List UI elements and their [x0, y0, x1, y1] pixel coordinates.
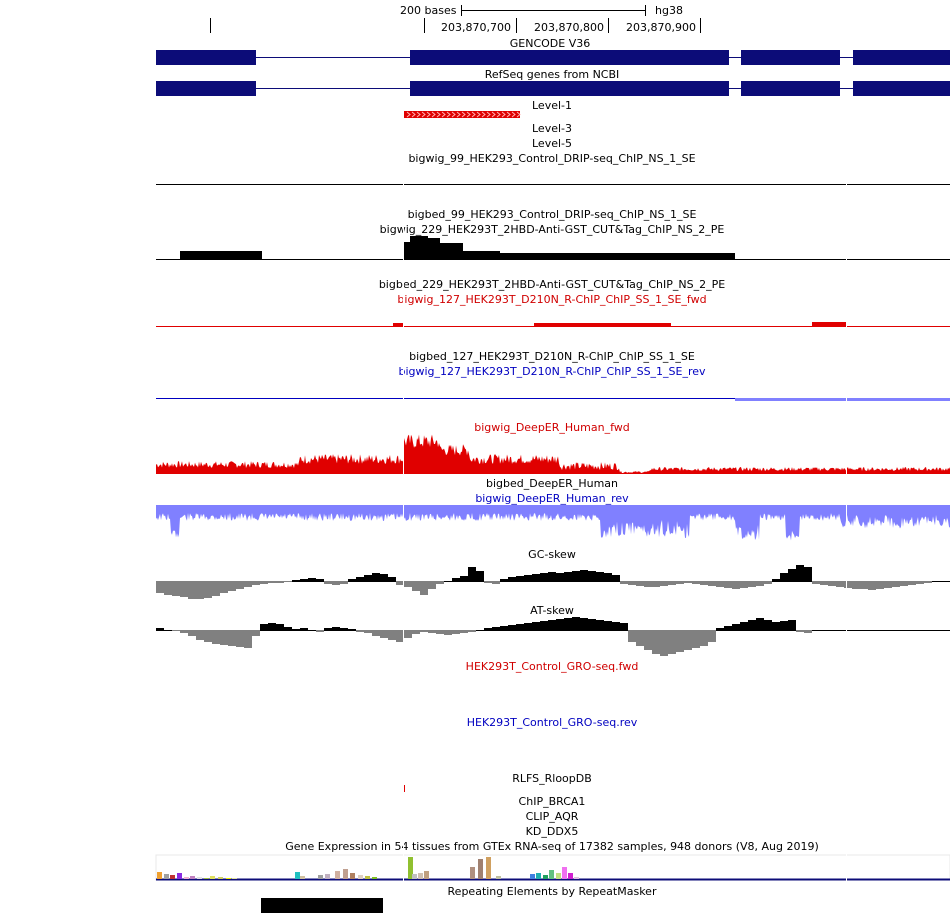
- at-skew-signal[interactable]: [156, 617, 950, 656]
- track-label-bigbed229[interactable]: bigbed_229_HEK293T_2HBD-Anti-GST_CUT&Tag…: [378, 278, 726, 291]
- track-label-repeatmasker[interactable]: Repeating Elements by RepeatMasker: [447, 885, 657, 898]
- ruler-position-1: 203,870,700: [441, 21, 511, 34]
- track-label-bigwig127-rev[interactable]: bigwig_127_HEK293T_D210N_R-ChIP_ChIP_SS_…: [398, 365, 706, 378]
- track-label-deeper-fwd[interactable]: bigwig_DeepER_Human_fwd: [474, 421, 630, 434]
- level1-feature[interactable]: [404, 111, 521, 118]
- track-label-atskew[interactable]: AT-skew: [530, 604, 574, 617]
- track-label-bigwig127-fwd[interactable]: bigwig_127_HEK293T_D210N_R-ChIP_ChIP_SS_…: [397, 293, 707, 306]
- ruler-position-3: 203,870,900: [626, 21, 696, 34]
- track-label-clip-aqr[interactable]: CLIP_AQR: [525, 810, 579, 823]
- track-label-chip-brca1[interactable]: ChIP_BRCA1: [518, 795, 586, 808]
- track-label-bigwig99[interactable]: bigwig_99_HEK293_Control_DRIP-seq_ChIP_N…: [408, 152, 696, 165]
- deeper-fwd-signal[interactable]: [156, 434, 950, 474]
- track-label-gro-fwd[interactable]: HEK293T_Control_GRO-seq.fwd: [465, 660, 639, 673]
- track-label-bigbed99[interactable]: bigbed_99_HEK293_Control_DRIP-seq_ChIP_N…: [407, 208, 697, 221]
- track-label-gencode[interactable]: GENCODE V36: [509, 37, 591, 50]
- exon-boundary-lines: [403, 160, 847, 885]
- assembly-label: hg38: [655, 4, 683, 17]
- track-label-deeper-bed[interactable]: bigbed_DeepER_Human: [485, 477, 619, 490]
- ruler-position-2: 203,870,800: [534, 21, 604, 34]
- track-label-refseq[interactable]: RefSeq genes from NCBI: [484, 68, 620, 81]
- deeper-rev-signal[interactable]: [156, 505, 950, 541]
- ruler: [210, 5, 701, 33]
- track-label-gtex[interactable]: Gene Expression in 54 tissues from GTEx …: [285, 840, 819, 853]
- track-label-gcskew[interactable]: GC-skew: [528, 548, 576, 561]
- bigwig127-rev-signal[interactable]: [156, 398, 950, 401]
- track-label-gro-rev[interactable]: HEK293T_Control_GRO-seq.rev: [466, 716, 638, 729]
- gencode-gene-model[interactable]: [156, 50, 950, 65]
- track-label-kd-ddx5[interactable]: KD_DDX5: [525, 825, 579, 838]
- gc-skew-signal[interactable]: [156, 565, 950, 599]
- track-label-bigbed127[interactable]: bigbed_127_HEK293T_D210N_R-ChIP_ChIP_SS_…: [409, 350, 695, 363]
- bigwig229-signal[interactable]: [156, 236, 950, 260]
- track-label-level5[interactable]: Level-5: [531, 137, 573, 150]
- track-label-level3[interactable]: Level-3: [531, 122, 573, 135]
- refseq-gene-model[interactable]: [156, 81, 950, 96]
- scale-label: 200 bases: [400, 4, 457, 17]
- gtex-expression-bars[interactable]: [155, 854, 950, 881]
- repeatmasker-element[interactable]: [261, 898, 383, 913]
- track-label-bigwig229[interactable]: bigwig_229_HEK293T_2HBD-Anti-GST_CUT&Tag…: [379, 223, 725, 236]
- track-label-deeper-rev[interactable]: bigwig_DeepER_Human_rev: [475, 492, 629, 505]
- track-label-rlfs[interactable]: RLFS_RloopDB: [512, 772, 592, 785]
- track-label-level1[interactable]: Level-1: [531, 99, 573, 112]
- bigwig127-fwd-signal[interactable]: [156, 322, 950, 327]
